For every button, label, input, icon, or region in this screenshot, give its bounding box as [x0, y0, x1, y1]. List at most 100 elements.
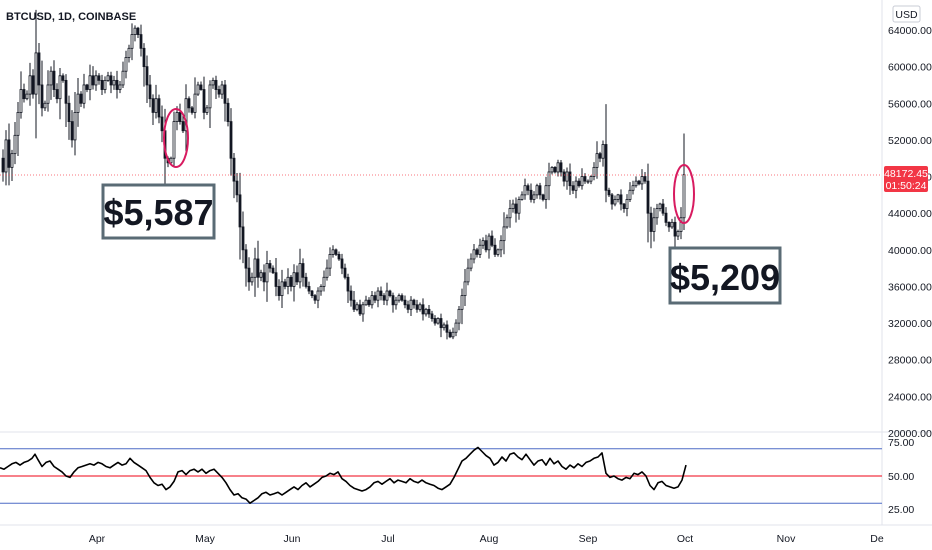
candle-body: [271, 267, 275, 274]
candle-body: [412, 299, 416, 306]
candle-body: [124, 57, 128, 72]
candle-body: [436, 318, 440, 324]
candle-body: [82, 84, 86, 104]
candle-body: [592, 166, 596, 177]
candle-body: [394, 299, 398, 306]
time-tick-jun: Jun: [284, 533, 301, 545]
candle-body: [223, 84, 227, 104]
candle-body: [637, 180, 641, 185]
candle-body: [610, 194, 614, 205]
candle-body: [484, 240, 488, 251]
candle-body: [520, 194, 524, 200]
candle-body: [361, 304, 365, 315]
candle-body: [370, 295, 374, 306]
candle-body: [70, 121, 74, 141]
candle-body: [100, 79, 104, 90]
candle-body: [553, 166, 557, 173]
candle-body: [451, 331, 455, 338]
candle-body: [46, 84, 50, 104]
candle-body: [55, 89, 59, 100]
candle-body: [19, 89, 23, 113]
candle-body: [37, 52, 41, 86]
candle-body: [154, 98, 158, 113]
candle-body: [628, 189, 632, 200]
currency-box[interactable]: [892, 5, 921, 23]
candle-body: [247, 267, 251, 283]
candle-body: [403, 299, 407, 306]
candle-body: [121, 70, 125, 86]
candle-body: [583, 176, 587, 182]
callout-box-2: [668, 246, 782, 305]
candle-body: [94, 75, 98, 86]
candle-body: [397, 295, 401, 301]
candle-body: [211, 79, 215, 86]
candle-body: [190, 107, 194, 113]
candle-body: [655, 208, 659, 219]
candle-body: [571, 185, 575, 191]
candle-body: [358, 304, 362, 315]
time-tick-sep: Sep: [579, 533, 598, 545]
candle-body: [241, 226, 245, 251]
candle-body: [1, 157, 5, 173]
candle-body: [160, 116, 164, 132]
candle-body: [301, 263, 305, 278]
candle-body: [634, 180, 638, 187]
candle-body: [556, 162, 560, 173]
candle-body: [253, 258, 257, 278]
candle-body: [682, 174, 686, 219]
candle-body: [493, 244, 497, 255]
candle-body: [529, 189, 533, 200]
candle-body: [151, 98, 155, 113]
candle-body: [145, 66, 149, 86]
candle-body: [496, 249, 500, 255]
candle-body: [208, 84, 212, 109]
candle-body: [10, 153, 14, 168]
candle-body: [673, 221, 677, 237]
candle-body: [49, 70, 53, 86]
candle-body: [133, 27, 137, 35]
candle-body: [178, 112, 182, 122]
candle-body: [463, 281, 467, 297]
candle-body: [226, 102, 230, 122]
candle-body: [307, 286, 311, 292]
candle-body: [61, 75, 65, 81]
candle-body: [259, 272, 263, 278]
candle-body: [388, 290, 392, 297]
rsi-line: [0, 446, 687, 504]
candle-body: [607, 189, 611, 196]
price-tick-9: 28000.00: [888, 355, 932, 367]
candle-countdown: 01:50:24: [886, 180, 927, 192]
candle-body: [316, 290, 320, 301]
candle-body: [343, 267, 347, 278]
candle-body: [676, 231, 680, 237]
candle-body: [220, 84, 224, 95]
candle-body: [658, 203, 662, 210]
price-tick-6: 40000.00: [888, 245, 932, 257]
candle-body: [427, 308, 431, 315]
candle-body: [382, 295, 386, 301]
candle-body: [469, 258, 473, 269]
candle-body: [289, 276, 293, 287]
candle-body: [442, 324, 446, 329]
candle-body: [541, 194, 545, 200]
candle-body: [679, 217, 683, 232]
rsi-tick-50: 50.00: [888, 471, 914, 483]
candle-body: [328, 253, 332, 269]
highlight-ellipse-oct: [673, 164, 695, 224]
candle-body: [256, 258, 260, 278]
time-axis-ticks: Apr May Jun Jul Aug Sep Oct Nov De: [89, 533, 884, 545]
time-tick-jul: Jul: [381, 533, 394, 545]
candle-body: [97, 75, 101, 81]
candle-body: [334, 249, 338, 255]
candle-body: [505, 217, 509, 228]
candle-body: [31, 75, 35, 95]
rsi-tick-25: 25.00: [888, 504, 914, 516]
candle-body: [535, 185, 539, 196]
candle-body: [379, 290, 383, 297]
candle-body: [430, 313, 434, 319]
chart-title: BTCUSD, 1D, COINBASE: [6, 11, 136, 23]
candle-body: [559, 162, 563, 173]
candle-body: [448, 331, 452, 338]
